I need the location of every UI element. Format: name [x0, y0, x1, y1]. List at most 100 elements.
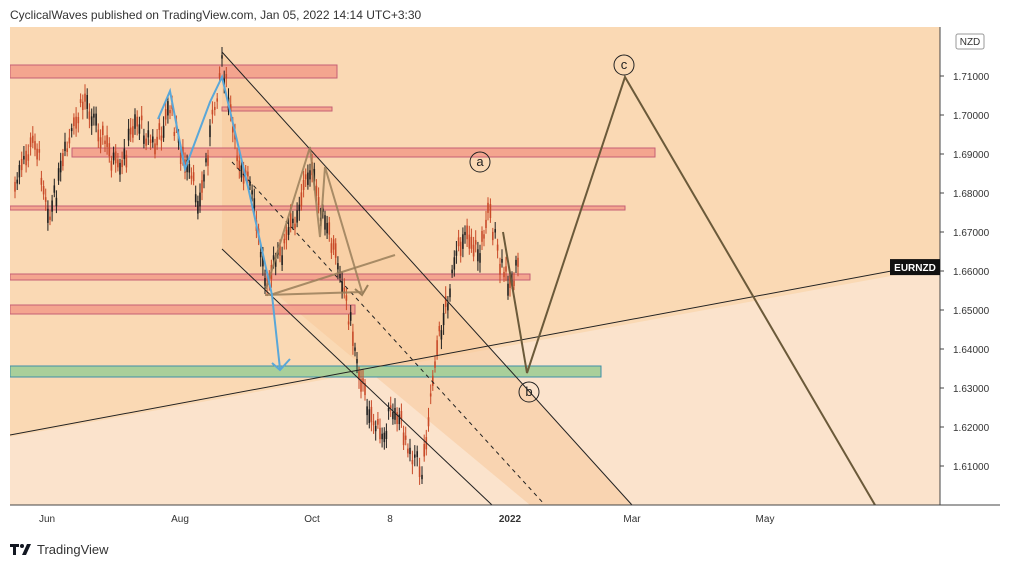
candle-body	[149, 139, 152, 143]
candle-body	[487, 202, 489, 213]
candle-body	[364, 383, 366, 396]
candle-body	[379, 427, 381, 440]
time-scale	[10, 505, 1000, 533]
candle-body	[368, 409, 371, 423]
candle-body	[156, 136, 158, 146]
candle-body	[362, 378, 364, 384]
candle-body	[432, 375, 434, 386]
candle-body	[84, 93, 86, 102]
candle-body	[29, 137, 32, 147]
candle-body	[414, 454, 416, 458]
time-tick-label: Oct	[304, 514, 320, 525]
candle-body	[244, 170, 247, 176]
candle-body	[40, 177, 43, 185]
candle-body	[285, 229, 288, 240]
candle-body	[279, 245, 281, 256]
candle-body	[110, 160, 113, 171]
candle-body	[483, 234, 485, 239]
candle-body	[513, 280, 515, 286]
candle-body	[221, 55, 223, 59]
candle-body	[304, 174, 307, 180]
candle-body	[117, 159, 119, 168]
candle-body	[453, 257, 456, 270]
price-chart[interactable]: a b c 1.71000 1.70000 1.69000 1.68000 1.67000 1.…	[10, 27, 1000, 533]
candle-body	[106, 135, 108, 148]
ascending-trend-line	[10, 261, 941, 436]
candle-body	[317, 197, 320, 205]
candle-body	[209, 125, 211, 138]
candle-body	[134, 114, 136, 129]
candle-body	[427, 417, 430, 427]
candle-body	[55, 197, 58, 207]
candle-body	[272, 255, 275, 260]
price-tick-label: 1.63000	[953, 384, 990, 395]
candle-body	[23, 155, 25, 160]
candle-body	[407, 448, 409, 454]
candle-body	[242, 168, 245, 184]
candle-body	[334, 243, 337, 258]
candle-body	[70, 128, 73, 132]
candle-body	[64, 141, 66, 152]
resistance-zone-2	[221, 106, 333, 112]
candle-body	[259, 252, 262, 258]
candle-body	[57, 168, 60, 181]
price-tick-label: 1.70000	[953, 111, 990, 122]
candle-body	[152, 136, 154, 143]
candle-body	[236, 155, 238, 162]
candle-body	[190, 175, 193, 179]
chart-area[interactable]: a b c 1.71000 1.70000 1.69000 1.68000 1.67000 1.…	[10, 27, 1000, 533]
candle-body	[158, 123, 161, 130]
candle-body	[112, 152, 115, 161]
time-tick-label: Mar	[623, 514, 641, 525]
candle-body	[505, 266, 507, 272]
candle-body	[347, 321, 350, 325]
candle-body	[358, 371, 360, 380]
candle-body	[515, 259, 517, 266]
candle-body	[423, 444, 425, 457]
candle-body	[356, 359, 358, 364]
candle-body	[307, 172, 309, 185]
candle-body	[492, 231, 494, 241]
candle-body	[352, 331, 354, 346]
candle-body	[389, 405, 392, 409]
candle-body	[164, 109, 167, 120]
time-tick-label: Aug	[171, 514, 189, 525]
candle-body	[199, 192, 201, 207]
candle-body	[370, 406, 373, 422]
candle-body	[434, 361, 436, 368]
price-tick-label: 1.66000	[953, 267, 990, 278]
candle-body	[145, 138, 147, 146]
candle-body	[201, 180, 203, 193]
candle-body	[402, 432, 405, 446]
candle-body	[194, 194, 197, 203]
candle-body	[309, 170, 311, 180]
candle-body	[496, 244, 499, 251]
candle-body	[97, 129, 100, 142]
candle-body	[409, 447, 411, 455]
candle-body	[34, 141, 36, 150]
candle-body	[328, 222, 331, 235]
tradingview-footer[interactable]: TradingView	[10, 542, 109, 557]
candle-body	[125, 154, 128, 168]
currency-badge[interactable]	[955, 33, 985, 50]
candle-body	[429, 393, 432, 397]
wave-label-c-circle	[613, 54, 635, 76]
candle-body	[104, 140, 106, 144]
candle-body	[44, 197, 47, 202]
wave-label-b-circle	[518, 381, 540, 403]
tradingview-brand: TradingView	[37, 542, 109, 557]
candle-body	[436, 340, 438, 355]
candle-body	[283, 238, 286, 244]
candle-body	[411, 460, 414, 465]
candle-body	[337, 263, 339, 270]
candle-body	[289, 213, 292, 228]
time-tick-label: 2022	[499, 514, 522, 525]
candle-body	[62, 153, 64, 167]
candle-body	[82, 101, 84, 110]
candle-body	[188, 164, 191, 173]
candle-body	[451, 269, 453, 274]
candle-body	[472, 244, 475, 257]
candle-body	[251, 190, 253, 195]
candle-body	[38, 149, 41, 153]
candle-body	[398, 414, 401, 425]
